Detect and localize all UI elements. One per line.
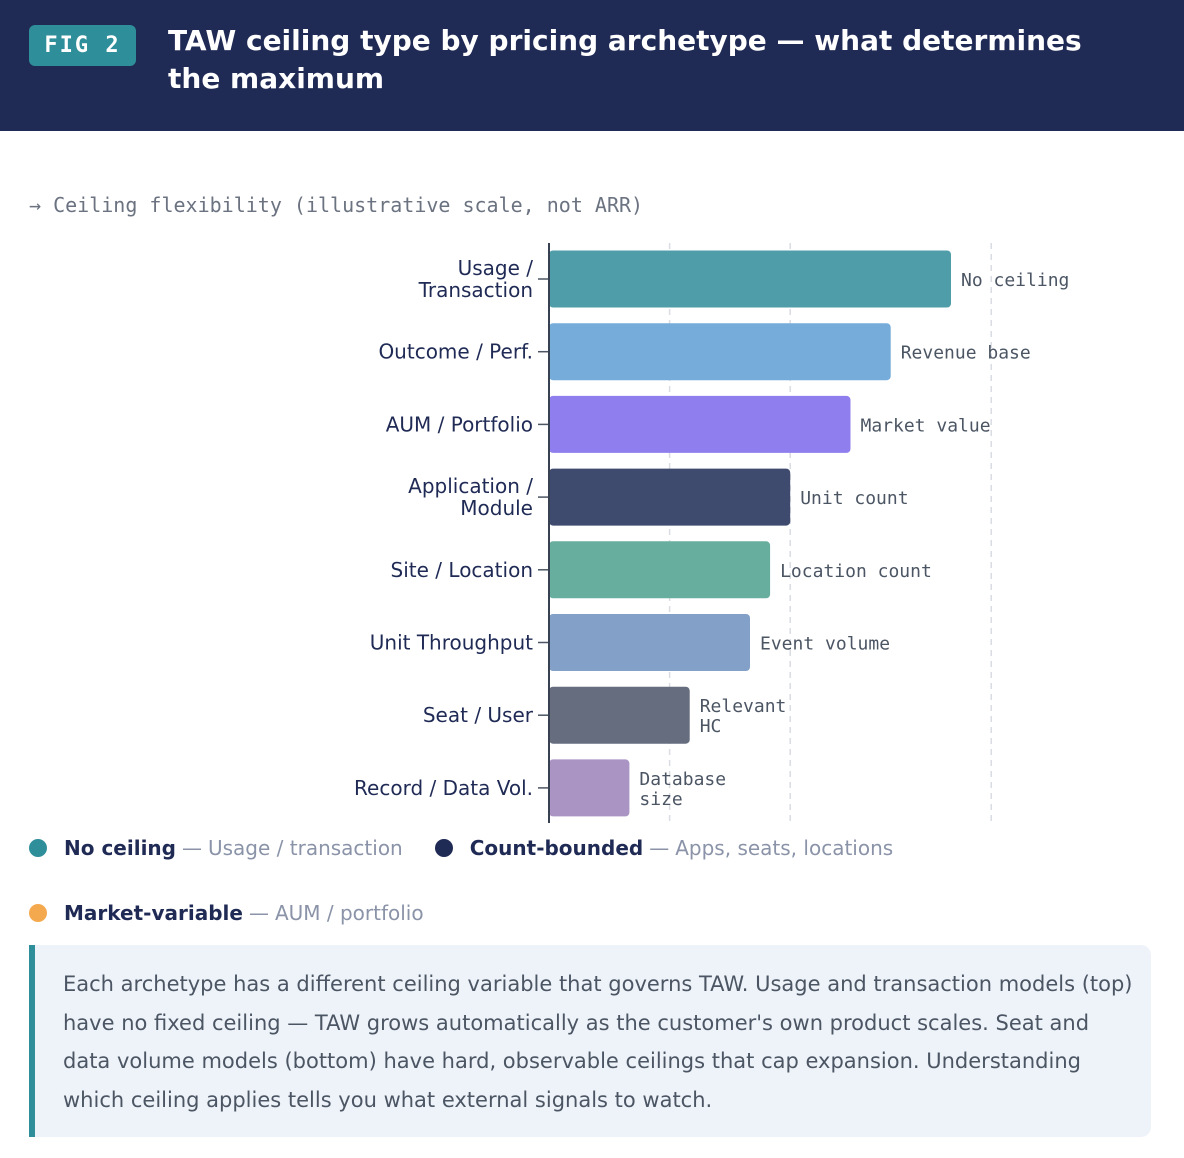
bar-6 xyxy=(549,686,690,744)
bar-label-line: Event volume xyxy=(760,634,890,655)
category-label-line: Transaction xyxy=(418,278,533,302)
explanation-callout: Each archetype has a different ceiling v… xyxy=(29,945,1151,1137)
category-label-line: Record / Data Vol. xyxy=(354,776,533,800)
category-label-line: AUM / Portfolio xyxy=(386,412,533,436)
legend-item-no-ceiling: No ceiling — Usage / transaction xyxy=(29,836,403,860)
legend-dot xyxy=(29,904,47,922)
category-label-line: Usage / xyxy=(458,256,534,280)
legend-name: Market-variable xyxy=(64,901,243,925)
bar-label-line: Relevant xyxy=(700,696,787,717)
category-label-line: Seat / User xyxy=(423,703,534,727)
category-label-line: Outcome / Perf. xyxy=(378,340,533,364)
legend-separator: — xyxy=(649,836,670,860)
category-label: Usage / Transaction xyxy=(418,256,534,302)
bar-label: Event volume xyxy=(760,634,890,655)
bar-label-line: Revenue base xyxy=(901,343,1031,364)
bar-label-line: Unit count xyxy=(800,488,908,509)
category-label: AUM / Portfolio xyxy=(386,412,533,436)
bar-chart: Usage / Transaction No ceiling Outcome / Pe… xyxy=(354,243,1069,823)
bar-label-line: Market value xyxy=(861,415,991,436)
legend-desc: AUM / portfolio xyxy=(274,901,424,925)
category-label: Outcome / Perf. xyxy=(378,340,533,364)
figure-header: FIG 2 TAW ceiling type by pricing archet… xyxy=(0,0,1184,131)
bar-label: Database size xyxy=(639,769,726,810)
legend-row-2: Market-variable — AUM / portfolio xyxy=(29,901,456,925)
legend-row-1: No ceiling — Usage / transaction Count-b… xyxy=(29,836,925,860)
bar-label-line: No ceiling xyxy=(961,270,1069,291)
bar-label: Location count xyxy=(780,561,932,582)
legend-separator: — xyxy=(181,836,202,860)
x-axis-caption: → Ceiling flexibility (illustrative scal… xyxy=(29,193,644,217)
bar-2 xyxy=(549,395,851,453)
legend-dot xyxy=(29,839,47,857)
category-label: Record / Data Vol. xyxy=(354,776,533,800)
legend-separator: — xyxy=(248,901,269,925)
legend-item-market-variable: Market-variable — AUM / portfolio xyxy=(29,901,424,925)
category-label: Unit Throughput xyxy=(370,631,533,655)
bar-1 xyxy=(549,323,891,381)
category-label: Seat / User xyxy=(423,703,534,727)
bar-5 xyxy=(549,614,750,671)
explanation-text: Each archetype has a different ceiling v… xyxy=(63,972,1133,1112)
legend-dot xyxy=(434,839,453,857)
legend-name: No ceiling xyxy=(64,836,176,860)
category-label: Application / Module xyxy=(408,474,533,520)
bar-label-line: Database xyxy=(639,769,726,790)
bar-0 xyxy=(549,250,951,308)
figure-title: TAW ceiling type by pricing archetype — … xyxy=(168,24,1082,95)
bar-3 xyxy=(549,468,791,526)
bar-label: Relevant HC xyxy=(700,696,787,737)
bar-label-line: Location count xyxy=(780,561,932,582)
bar-label: Revenue base xyxy=(901,343,1031,364)
category-label-line: Application / xyxy=(408,474,533,498)
bar-label: Market value xyxy=(861,415,991,436)
legend-name: Count-bounded xyxy=(469,836,644,860)
bar-label-line: size xyxy=(639,789,682,810)
bar-label-line: HC xyxy=(700,716,722,737)
legend-desc: Usage / transaction xyxy=(207,836,403,860)
bar-7 xyxy=(549,759,630,817)
legend-desc: Apps, seats, locations xyxy=(675,836,894,860)
category-label: Site / Location xyxy=(391,558,533,582)
bar-4 xyxy=(549,541,771,599)
category-label-line: Module xyxy=(460,496,533,520)
bar-label: Unit count xyxy=(800,488,908,509)
bar-label: No ceiling xyxy=(961,270,1069,291)
figure-badge: FIG 2 xyxy=(29,25,136,66)
category-label-line: Site / Location xyxy=(391,558,533,582)
legend-item-count-bounded: Count-bounded — Apps, seats, locations xyxy=(434,836,894,860)
category-label-line: Unit Throughput xyxy=(370,631,533,655)
